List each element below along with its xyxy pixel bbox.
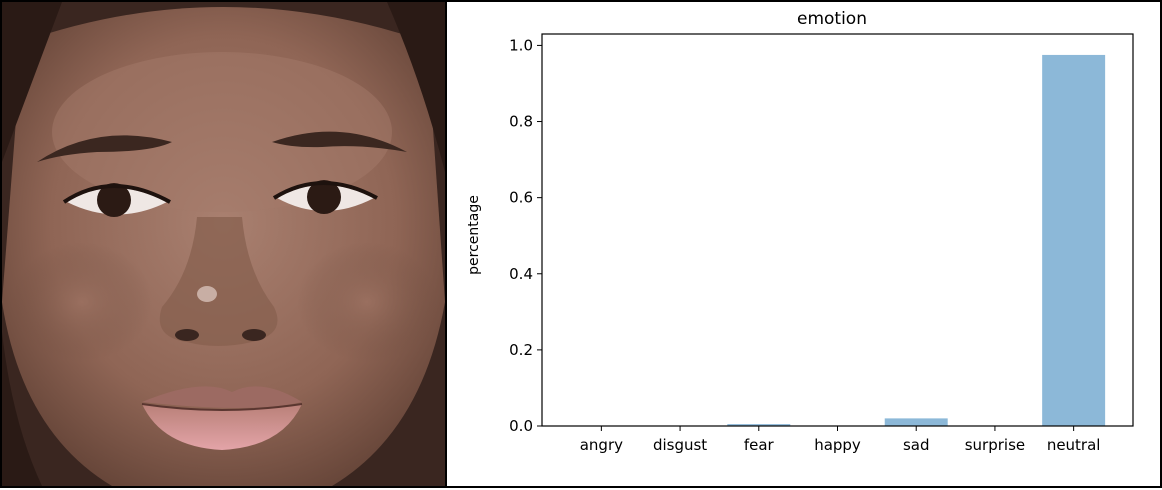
x-tick-label-disgust: disgust [653, 436, 707, 454]
y-tick-label: 0.4 [509, 265, 533, 283]
chart-title: emotion [797, 9, 867, 29]
y-tick-label: 0.6 [509, 189, 533, 207]
upper-lip [142, 386, 302, 408]
emotion-chart-panel: emotion percentage 0.0 0.2 0.4 0.6 0.8 1.0 an… [447, 2, 1160, 486]
y-tick-label: 0.8 [509, 113, 533, 131]
y-axis-ticks: 0.0 0.2 0.4 0.6 0.8 1.0 [509, 36, 542, 435]
x-axis-ticks: angry disgust fear happy sad surprise neutral [580, 426, 1101, 454]
panel-divider [445, 0, 447, 488]
right-eyebrow [272, 131, 407, 152]
y-tick-label: 0.2 [509, 341, 533, 359]
left-iris [97, 183, 131, 217]
y-tick-label: 1.0 [509, 36, 533, 54]
x-tick-label-happy: happy [814, 436, 861, 454]
bar-neutral [1042, 54, 1106, 426]
x-tick-label-angry: angry [580, 436, 623, 454]
face-illustration [2, 2, 445, 486]
left-eyebrow [37, 135, 172, 162]
x-tick-label-fear: fear [744, 436, 775, 454]
nose-highlight [197, 286, 217, 302]
left-nostril [175, 329, 199, 341]
plot-area-frame [541, 33, 1134, 427]
hair-lower-left [2, 332, 42, 486]
right-iris [307, 180, 341, 214]
x-tick-label-sad: sad [903, 436, 930, 454]
x-tick-label-surprise: surprise [965, 436, 1025, 454]
hair-left [2, 2, 62, 162]
y-axis-label: percentage [466, 195, 482, 275]
bar-group [727, 54, 1106, 426]
bar-sad [884, 418, 948, 426]
left-eyelid [62, 184, 171, 204]
hair-right [387, 2, 445, 172]
y-tick-label: 0.0 [509, 417, 533, 435]
lower-lip [142, 404, 302, 450]
lip-line [141, 403, 303, 411]
emotion-bar-chart: emotion percentage 0.0 0.2 0.4 0.6 0.8 1.0 an… [466, 9, 1134, 454]
left-cheek [12, 242, 152, 362]
x-tick-label-neutral: neutral [1047, 436, 1101, 454]
bar-fear [727, 424, 791, 426]
right-cheek [297, 242, 437, 362]
forehead-highlight [52, 52, 392, 212]
face-photo [2, 2, 445, 486]
right-eyelid [272, 181, 378, 200]
nose [159, 217, 278, 346]
right-nostril [242, 329, 266, 341]
